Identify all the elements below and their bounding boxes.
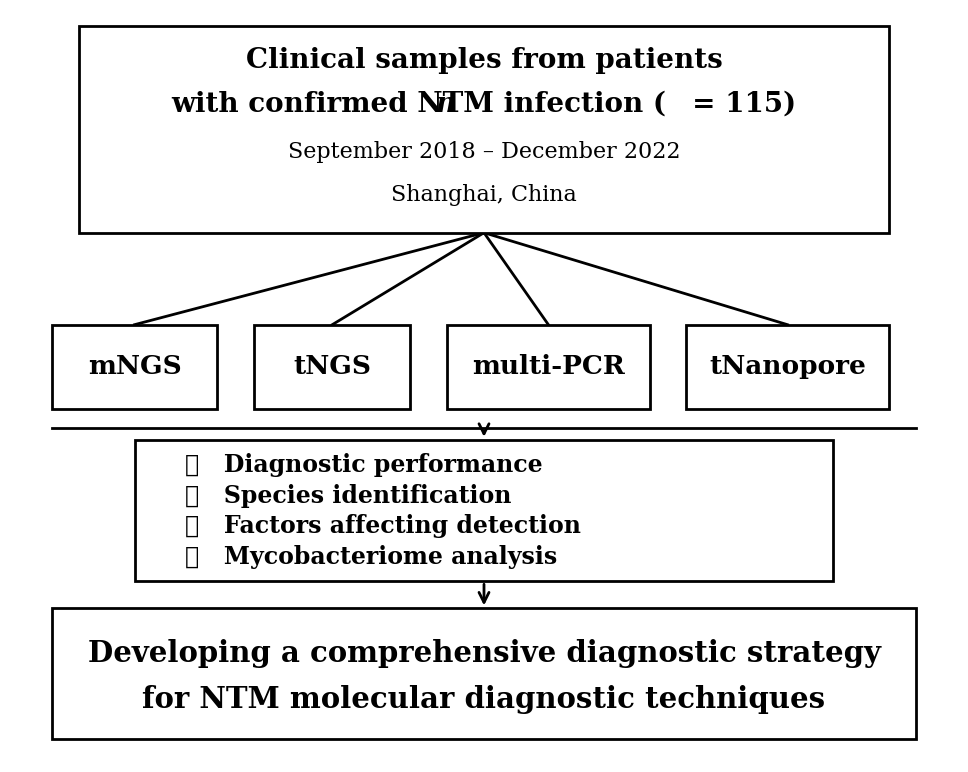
FancyBboxPatch shape — [79, 25, 889, 232]
FancyBboxPatch shape — [51, 325, 217, 409]
Text: Developing a comprehensive diagnostic strategy: Developing a comprehensive diagnostic st… — [87, 639, 881, 669]
Text: tNGS: tNGS — [293, 354, 372, 379]
Text: with confirmed NTM infection (    = 115): with confirmed NTM infection ( = 115) — [171, 91, 797, 118]
Text: ✓   Factors affecting detection: ✓ Factors affecting detection — [185, 514, 581, 538]
FancyBboxPatch shape — [447, 325, 650, 409]
FancyBboxPatch shape — [51, 608, 917, 739]
Text: n: n — [436, 91, 455, 118]
Text: ✓   Species identification: ✓ Species identification — [185, 484, 511, 508]
Text: multi-PCR: multi-PCR — [472, 354, 624, 379]
Text: ✓   Diagnostic performance: ✓ Diagnostic performance — [185, 453, 543, 477]
Text: September 2018 – December 2022: September 2018 – December 2022 — [287, 141, 681, 163]
Text: ✓   Mycobacteriome analysis: ✓ Mycobacteriome analysis — [185, 544, 558, 569]
FancyBboxPatch shape — [254, 325, 410, 409]
Text: tNanopore: tNanopore — [709, 354, 866, 379]
Text: Shanghai, China: Shanghai, China — [391, 185, 577, 206]
FancyBboxPatch shape — [135, 439, 833, 581]
Text: for NTM molecular diagnostic techniques: for NTM molecular diagnostic techniques — [142, 685, 826, 714]
FancyBboxPatch shape — [686, 325, 889, 409]
Text: Clinical samples from patients: Clinical samples from patients — [246, 47, 722, 74]
Text: mNGS: mNGS — [88, 354, 181, 379]
